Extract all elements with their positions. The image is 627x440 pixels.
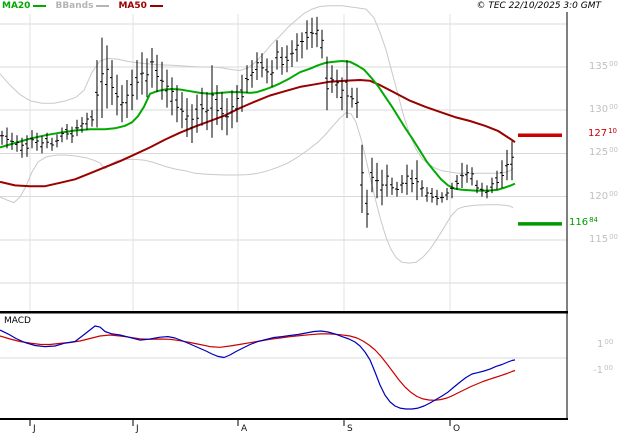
candlestick-open-close-ticks [0, 29, 514, 215]
ma50-legend-label: MA50 [118, 1, 147, 11]
ma20-legend-swatch [33, 5, 47, 7]
legend-item-bbands: BBands [55, 1, 110, 11]
ma20-legend-label: MA20 [2, 1, 31, 11]
macd-panel-label: MACD [4, 316, 31, 326]
x-axis-line [0, 418, 568, 420]
ma50-line [0, 79, 516, 188]
legend-item-ma20: MA20 [2, 1, 47, 11]
bband-lower-line [0, 112, 514, 264]
ma50-legend-swatch [149, 5, 163, 7]
bband-upper-line [0, 5, 514, 174]
copyright-timestamp: © TEC 22/10/2025 3:0 GMT [476, 1, 601, 11]
macd-line [0, 325, 516, 410]
bbands-legend-label: BBands [55, 1, 94, 11]
bbands-legend-swatch [96, 5, 110, 7]
macd-panel-top-border [0, 311, 568, 314]
ma20-line [0, 60, 516, 192]
legend-item-ma50: MA50 [118, 1, 163, 11]
macd-signal-line [0, 333, 516, 401]
indicator-legend: MA20 BBands MA50 [2, 1, 163, 11]
